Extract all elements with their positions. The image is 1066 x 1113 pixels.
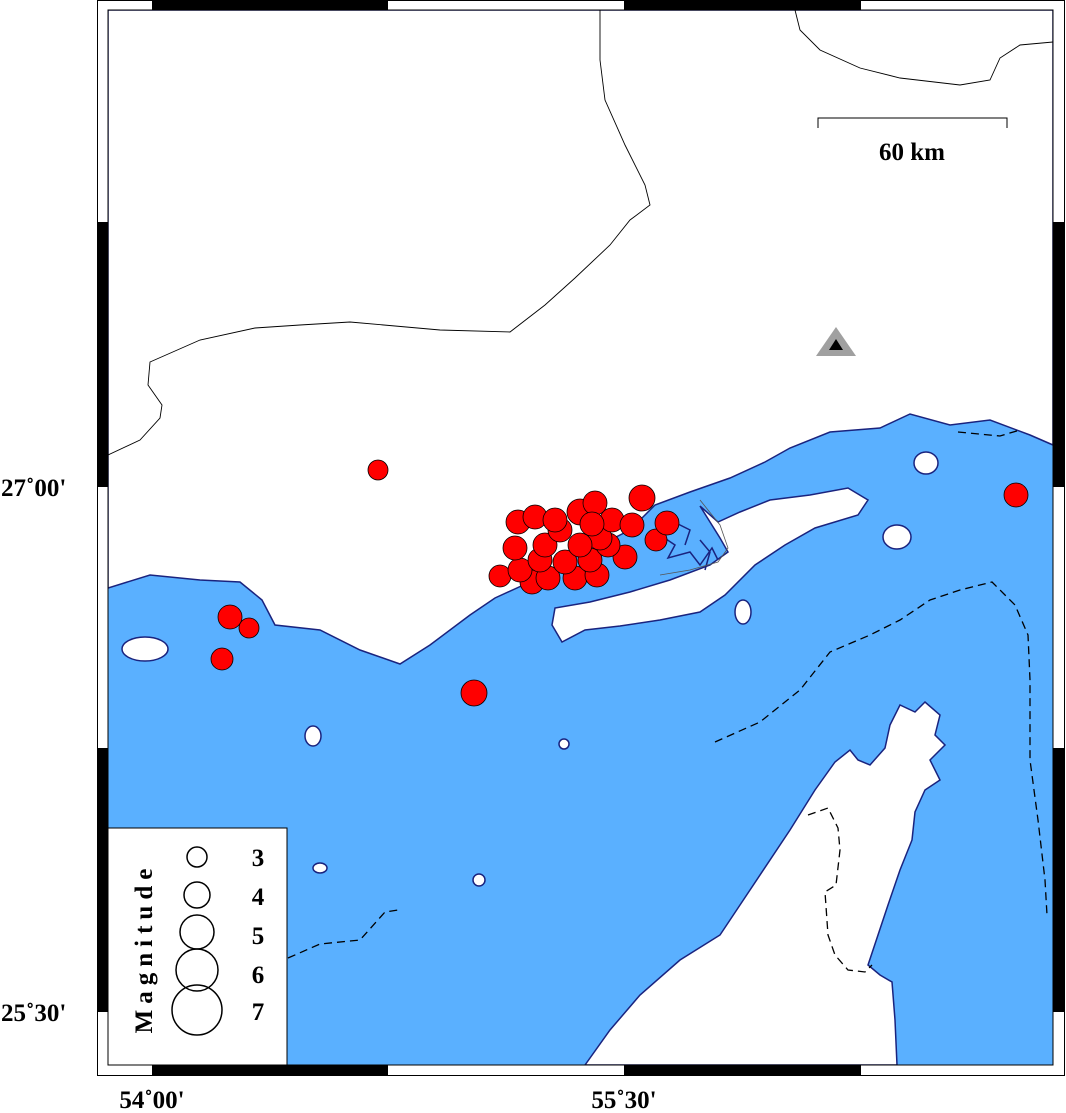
lat-label-25-30: 25˚30'	[1, 1000, 66, 1027]
earthquake-marker	[1003, 482, 1029, 508]
land-qeshm-island	[551, 487, 870, 643]
scale-bar	[817, 117, 1008, 128]
earthquake-marker	[367, 459, 389, 481]
earthquake-marker	[460, 679, 488, 707]
legend-label-7: 7	[252, 999, 265, 1026]
legend-circle-3	[186, 846, 208, 868]
lon-label-55-30: 55˚30'	[591, 1087, 656, 1113]
legend-label-4: 4	[252, 884, 265, 911]
legend-circle-6	[175, 948, 219, 992]
legend-label-6: 6	[252, 962, 265, 989]
legend-circle-7	[171, 984, 223, 1036]
legend-symbols	[171, 846, 223, 1036]
maritime-boundaries	[287, 429, 1048, 973]
lat-label-27-00: 27˚00'	[1, 475, 66, 502]
earthquake-marker	[210, 647, 234, 671]
earthquake-marker	[612, 544, 638, 570]
station-triangle-icon	[816, 327, 856, 356]
lon-label-54-00: 54˚00'	[119, 1087, 184, 1113]
land-musandam	[584, 700, 947, 1065]
country-borders	[108, 10, 1053, 456]
earthquake-marker	[628, 484, 656, 512]
earthquake-marker	[217, 604, 243, 630]
earthquake-events	[210, 459, 1029, 707]
earthquake-marker	[619, 512, 645, 538]
earthquake-marker	[488, 564, 512, 588]
legend-label-3: 3	[252, 845, 265, 872]
legend-title: Magnitude	[131, 863, 158, 1034]
islands	[121, 451, 939, 887]
earthquake-marker	[502, 535, 528, 561]
earthquake-marker	[644, 528, 668, 552]
scale-bar-label: 60 km	[879, 139, 945, 166]
earthquake-marker	[532, 532, 558, 558]
earthquake-marker	[567, 532, 593, 558]
earthquake-marker	[542, 507, 568, 533]
earthquake-marker	[579, 511, 605, 537]
legend-circle-4	[183, 881, 211, 909]
earthquake-marker	[238, 617, 260, 639]
map-frame	[97, 0, 1065, 1076]
tidal-flat-outline	[659, 499, 729, 576]
earthquake-marker	[552, 549, 578, 575]
legend-label-5: 5	[252, 923, 265, 950]
earthquake-marker	[654, 510, 680, 536]
